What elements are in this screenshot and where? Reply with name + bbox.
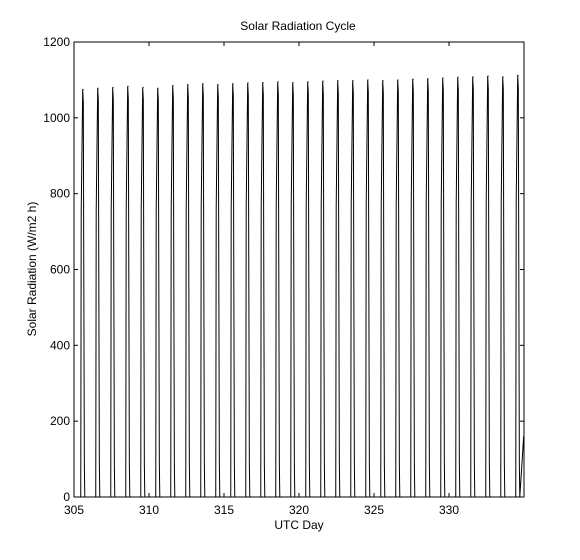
daily-peak-point xyxy=(337,80,339,82)
daily-peak-point xyxy=(202,83,204,85)
y-tick-label: 200 xyxy=(50,414,70,428)
solar-radiation-series-line xyxy=(74,75,525,498)
daily-peak-point xyxy=(97,87,99,89)
y-tick-label: 600 xyxy=(50,263,70,277)
daily-peak-point xyxy=(412,78,414,80)
daily-peak-point xyxy=(157,87,159,89)
daily-peak-point xyxy=(292,81,294,84)
daily-peak-point xyxy=(502,76,504,78)
x-tick-label: 305 xyxy=(64,503,84,517)
daily-peak-point xyxy=(217,83,219,86)
x-tick-label: 330 xyxy=(439,503,459,517)
daily-peak-point xyxy=(427,78,429,80)
daily-peak-point xyxy=(142,86,144,89)
daily-peak-point xyxy=(307,81,309,83)
y-tick-label: 0 xyxy=(63,490,70,504)
y-tick-label: 1000 xyxy=(43,111,70,125)
daily-peak-point xyxy=(262,81,264,84)
daily-peak-point xyxy=(232,83,234,85)
daily-peak-point xyxy=(172,85,174,87)
daily-peak-point xyxy=(247,82,249,84)
y-tick-label: 800 xyxy=(50,187,70,201)
daily-peak-point xyxy=(487,75,489,77)
x-tick-label: 320 xyxy=(289,503,309,517)
daily-peak-point xyxy=(367,79,369,81)
x-axis-title: UTC Day xyxy=(274,518,323,532)
x-axis-ticks: 305 310 315 320 325 330 xyxy=(64,42,459,517)
x-tick-label: 325 xyxy=(364,503,384,517)
y-axis-ticks: 0 200 400 600 800 1000 1200 xyxy=(43,35,524,504)
daily-peak-point xyxy=(127,85,129,87)
daily-peak-point xyxy=(352,80,354,82)
y-axis-title: Solar Radiation (W/m2 h) xyxy=(25,202,39,337)
daily-peak-point xyxy=(457,76,459,78)
daily-peak-point xyxy=(442,77,444,79)
daily-peak-point xyxy=(82,88,84,90)
y-tick-label: 400 xyxy=(50,338,70,352)
daily-peak-point xyxy=(382,80,384,82)
daily-peak-point xyxy=(322,80,324,82)
plot-area xyxy=(73,41,525,498)
series-layer xyxy=(74,74,525,498)
daily-peak-point xyxy=(472,76,474,78)
x-tick-label: 315 xyxy=(214,503,234,517)
daily-peak-point xyxy=(187,83,189,86)
x-tick-label: 310 xyxy=(139,503,159,517)
y-tick-label: 1200 xyxy=(43,35,70,49)
chart-title: Solar Radiation Cycle xyxy=(240,19,356,33)
daily-peak-point xyxy=(277,81,279,83)
daily-peak-point xyxy=(397,79,399,81)
daily-peak-point xyxy=(517,74,519,76)
daily-peak-point xyxy=(112,86,114,89)
